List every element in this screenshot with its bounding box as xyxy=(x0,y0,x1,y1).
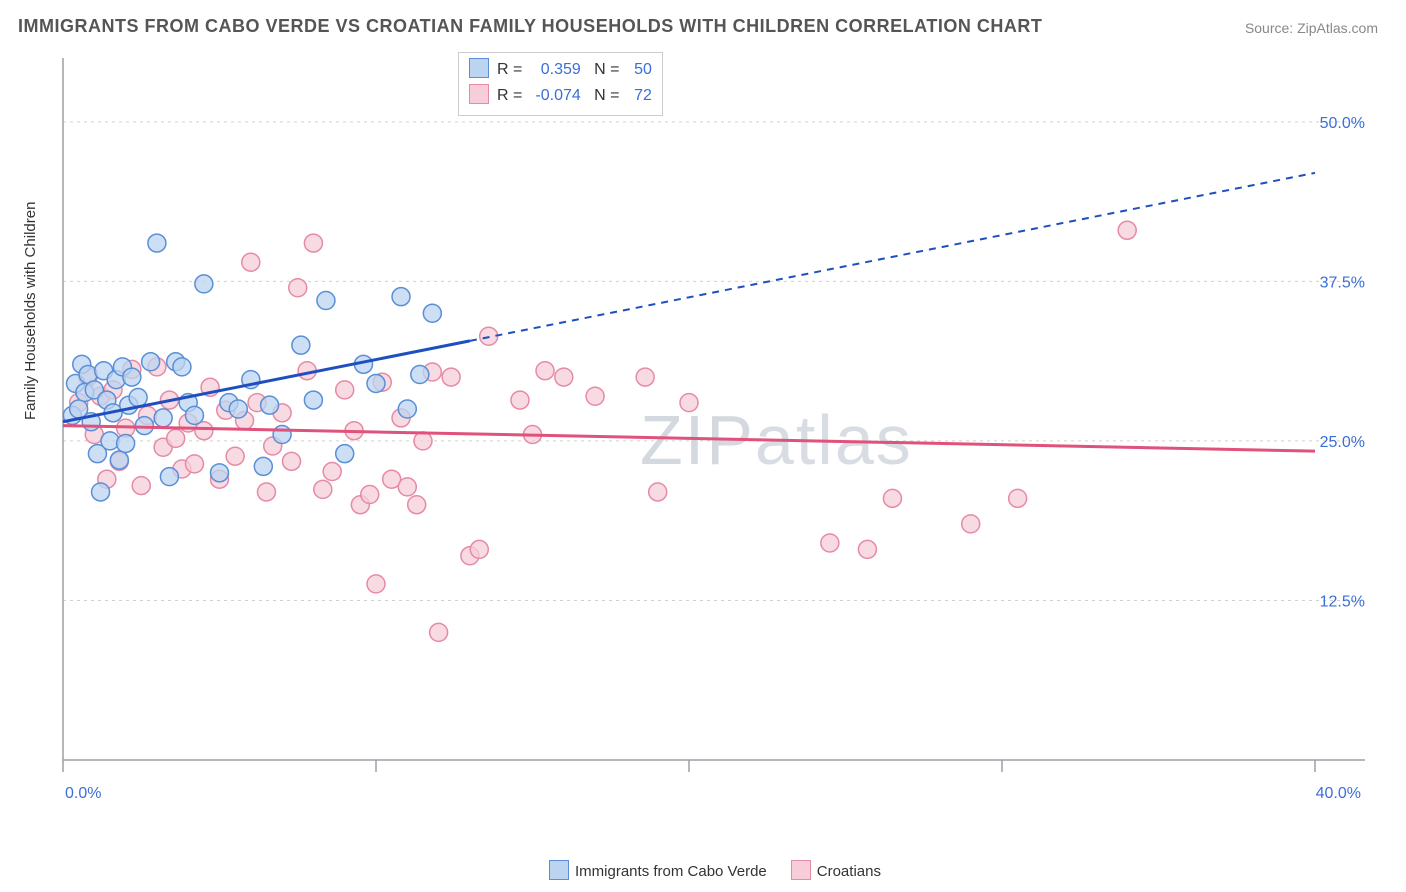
data-point xyxy=(195,275,213,293)
data-point xyxy=(173,358,191,376)
x-tick-label: 0.0% xyxy=(65,785,101,802)
data-point xyxy=(411,366,429,384)
data-point xyxy=(442,368,460,386)
y-tick-label: 25.0% xyxy=(1320,434,1365,451)
trend-line-solid xyxy=(63,426,1315,452)
legend-row: R = -0.074 N = 72 xyxy=(469,83,652,109)
data-point xyxy=(185,455,203,473)
data-point xyxy=(392,288,410,306)
legend-n-label: N = xyxy=(594,87,619,104)
data-point xyxy=(511,391,529,409)
data-point xyxy=(167,429,185,447)
data-point xyxy=(282,452,300,470)
data-point xyxy=(304,391,322,409)
data-point xyxy=(883,489,901,507)
data-point xyxy=(317,292,335,310)
data-point xyxy=(430,623,448,641)
legend-series-label: Immigrants from Cabo Verde xyxy=(575,863,767,880)
data-point xyxy=(323,463,341,481)
data-point xyxy=(680,394,698,412)
y-tick-label: 12.5% xyxy=(1320,593,1365,610)
data-point xyxy=(1009,489,1027,507)
legend-r-label: R = xyxy=(497,61,522,78)
data-point xyxy=(361,486,379,504)
data-point xyxy=(229,400,247,418)
legend-r-label: R = xyxy=(497,87,522,104)
data-point xyxy=(304,234,322,252)
data-point xyxy=(185,406,203,424)
data-point xyxy=(858,540,876,558)
y-tick-label: 37.5% xyxy=(1320,274,1365,291)
data-point xyxy=(586,387,604,405)
data-point xyxy=(273,426,291,444)
data-point xyxy=(148,234,166,252)
data-point xyxy=(289,279,307,297)
data-point xyxy=(117,434,135,452)
source-label: Source: xyxy=(1245,20,1297,36)
data-point xyxy=(555,368,573,386)
data-point xyxy=(336,381,354,399)
data-point xyxy=(92,483,110,501)
scatter-chart-svg: 12.5% 25.0% 37.5% 50.0% 0.0% 40.0% xyxy=(55,50,1385,840)
data-point xyxy=(110,451,128,469)
legend-swatch xyxy=(469,58,489,78)
y-tick-label: 50.0% xyxy=(1320,115,1365,132)
data-point xyxy=(398,478,416,496)
data-point xyxy=(470,540,488,558)
data-point xyxy=(135,417,153,435)
data-point xyxy=(367,575,385,593)
data-point xyxy=(261,396,279,414)
data-point xyxy=(211,464,229,482)
legend-series-label: Croatians xyxy=(817,863,881,880)
data-point xyxy=(1118,221,1136,239)
legend-swatch xyxy=(791,860,811,880)
source-attribution: Source: ZipAtlas.com xyxy=(1245,20,1378,36)
legend-n-value: 50 xyxy=(624,57,652,83)
data-point xyxy=(257,483,275,501)
data-point xyxy=(314,480,332,498)
data-point xyxy=(962,515,980,533)
legend-n-label: N = xyxy=(594,61,619,78)
data-point xyxy=(398,400,416,418)
data-point xyxy=(636,368,654,386)
x-tick-label: 40.0% xyxy=(1316,785,1361,802)
data-point xyxy=(142,353,160,371)
chart-plot-area: 12.5% 25.0% 37.5% 50.0% 0.0% 40.0% xyxy=(55,50,1385,840)
data-point xyxy=(292,336,310,354)
data-point xyxy=(242,253,260,271)
series-legend: Immigrants from Cabo Verde Croatians xyxy=(0,860,1406,880)
data-point xyxy=(254,457,272,475)
data-point xyxy=(132,477,150,495)
legend-row: R = 0.359 N = 50 xyxy=(469,57,652,83)
legend-r-value: 0.359 xyxy=(527,57,581,83)
data-point xyxy=(129,389,147,407)
data-point xyxy=(414,432,432,450)
chart-title: IMMIGRANTS FROM CABO VERDE VS CROATIAN F… xyxy=(18,16,1042,37)
data-point xyxy=(154,409,172,427)
data-point xyxy=(408,496,426,514)
data-point xyxy=(336,445,354,463)
legend-n-value: 72 xyxy=(624,83,652,109)
legend-r-value: -0.074 xyxy=(527,83,581,109)
data-point xyxy=(536,362,554,380)
trend-line-dashed xyxy=(470,173,1315,341)
source-value: ZipAtlas.com xyxy=(1297,20,1378,36)
data-point xyxy=(367,374,385,392)
legend-swatch xyxy=(469,84,489,104)
data-point xyxy=(821,534,839,552)
data-point xyxy=(123,368,141,386)
data-point xyxy=(649,483,667,501)
correlation-legend: R = 0.359 N = 50R = -0.074 N = 72 xyxy=(458,52,663,116)
data-point xyxy=(423,304,441,322)
data-point xyxy=(226,447,244,465)
data-point xyxy=(160,468,178,486)
y-axis-label: Family Households with Children xyxy=(22,202,39,420)
legend-swatch xyxy=(549,860,569,880)
